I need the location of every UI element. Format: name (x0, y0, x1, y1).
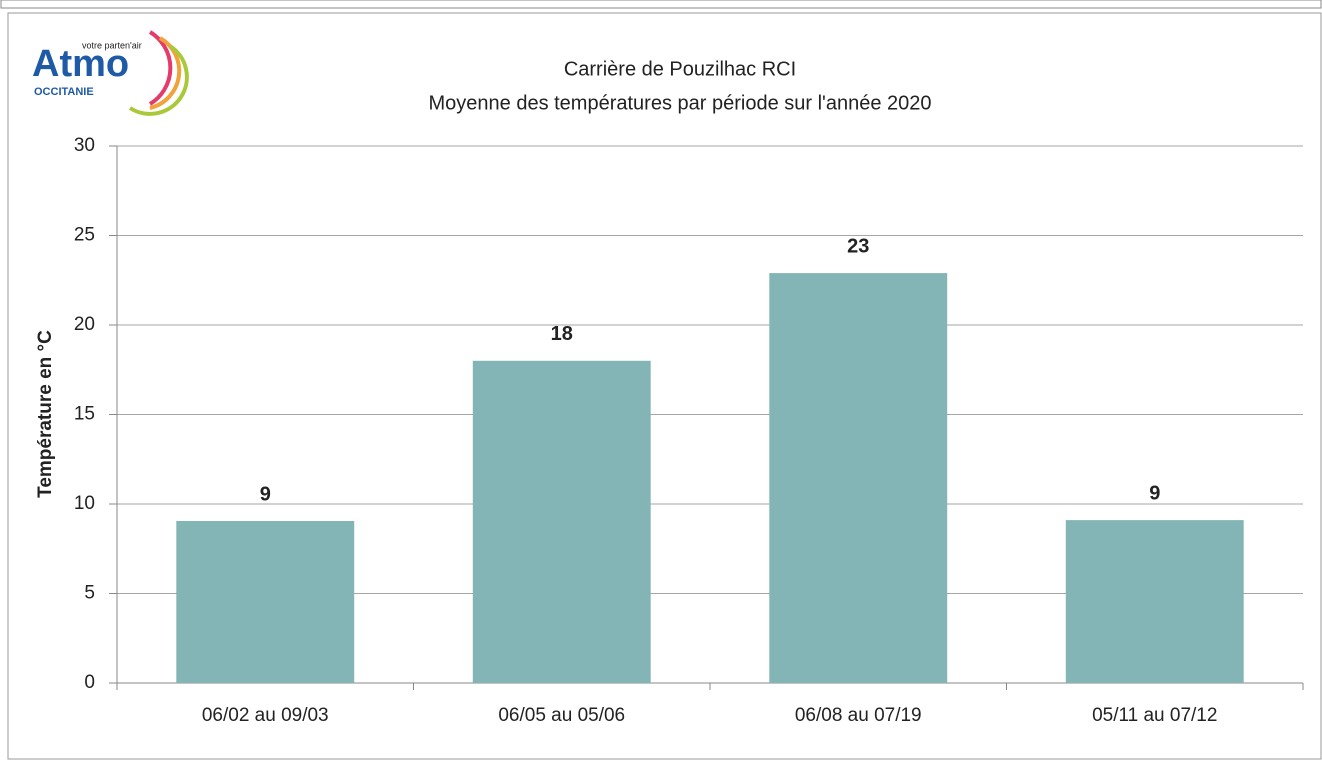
logo-name: Atmo (32, 43, 129, 85)
bar (472, 360, 651, 683)
logo: votre parten'air Atmo OCCITANIE (32, 30, 189, 116)
y-tick-label: 15 (74, 404, 95, 425)
bar (769, 273, 948, 683)
y-tick-label: 25 (74, 225, 95, 246)
x-tick-label: 05/11 au 07/12 (1092, 705, 1217, 726)
logo-arc (128, 44, 189, 116)
x-tick-label: 06/08 au 07/19 (795, 705, 922, 726)
logo-arc (149, 36, 182, 110)
chart-title: Carrière de Pouzilhac RCI (564, 58, 796, 80)
data-label: 18 (551, 323, 573, 345)
y-tick-label: 30 (74, 135, 95, 156)
y-tick-label: 0 (84, 672, 95, 693)
y-tick-label: 20 (74, 314, 95, 335)
bar (176, 521, 355, 683)
y-axis-label: Température en °C (35, 330, 56, 498)
chart-subtitle: Moyenne des températures par période sur… (428, 92, 931, 114)
y-tick-label: 5 (84, 583, 95, 604)
data-label: 9 (260, 483, 271, 505)
x-tick-label: 06/05 au 05/06 (498, 705, 625, 726)
logo-tagline: votre parten'air (82, 40, 142, 50)
top-strip (0, 0, 1322, 9)
y-tick-label: 10 (74, 493, 95, 514)
data-label: 23 (847, 235, 869, 257)
x-tick-label: 06/02 au 09/03 (202, 705, 329, 726)
data-label: 9 (1149, 482, 1160, 504)
bar (1065, 520, 1244, 683)
logo-arc (148, 30, 173, 106)
logo-region: OCCITANIE (34, 86, 94, 98)
